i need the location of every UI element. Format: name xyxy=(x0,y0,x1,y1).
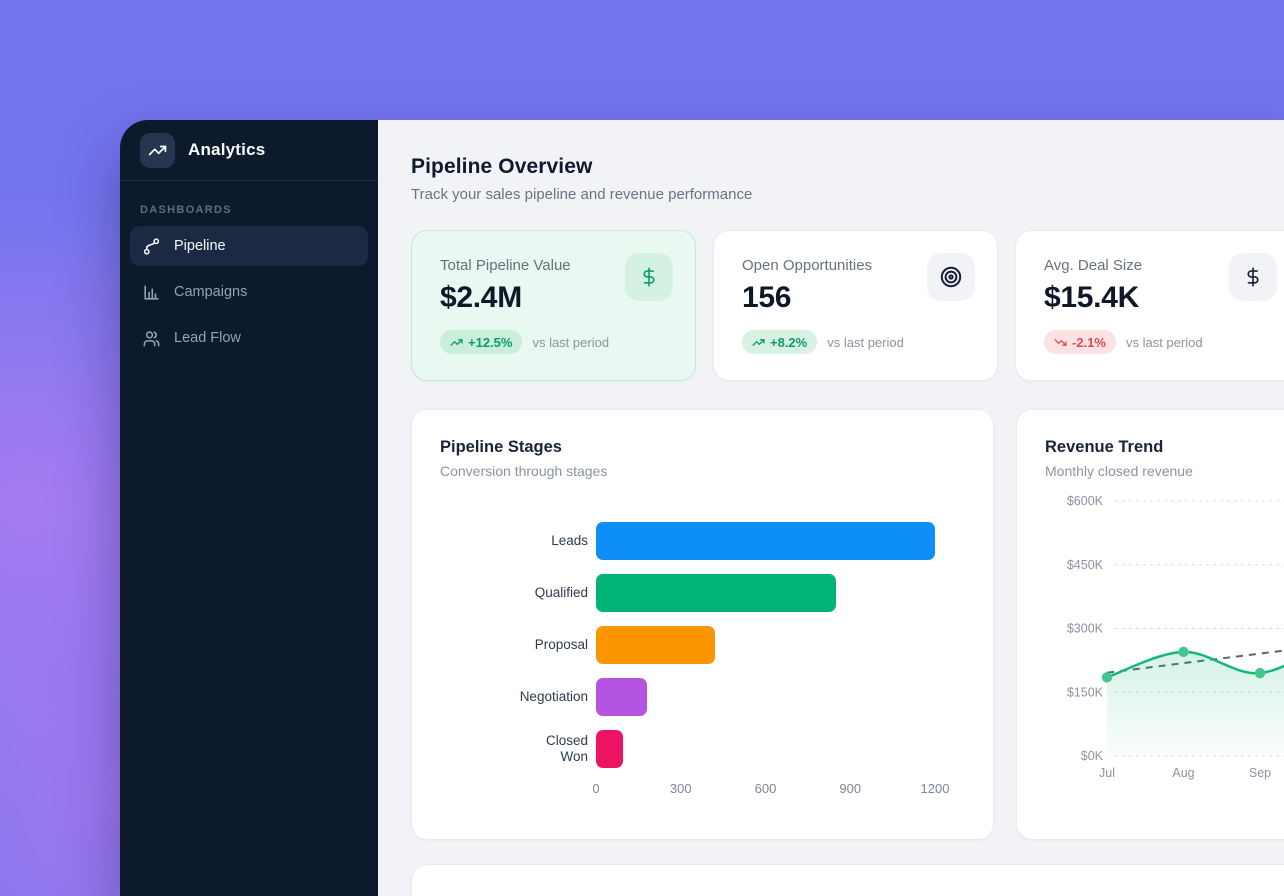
stat-label: Total Pipeline Value xyxy=(440,257,571,274)
bar-axis-row: 0 300 600 900 1200 xyxy=(440,781,965,799)
bar-row: Closed Won xyxy=(440,730,965,768)
x-tick-label: 900 xyxy=(839,781,862,796)
sidebar-item-campaigns[interactable]: Campaigns xyxy=(130,272,368,312)
stat-label: Avg. Deal Size xyxy=(1044,257,1143,274)
divider xyxy=(120,180,378,181)
sidebar-nav: Pipeline Campaigns Lead Flow xyxy=(120,226,378,358)
sidebar-item-lead-flow[interactable]: Lead Flow xyxy=(130,318,368,358)
bar xyxy=(596,522,935,560)
data-point xyxy=(1101,672,1113,683)
app-window: Analytics DASHBOARDS Pipeline Campaigns … xyxy=(120,120,1284,896)
sidebar: Analytics DASHBOARDS Pipeline Campaigns … xyxy=(120,120,378,896)
delta-row: +8.2% vs last period xyxy=(742,330,969,354)
pipeline-stages-bar-chart: Leads Qualified Proposal Negotiation Closed … xyxy=(440,522,965,799)
bottom-card-partial xyxy=(411,864,1284,896)
revenue-area xyxy=(1107,651,1284,756)
trend-down-icon xyxy=(1054,338,1067,346)
compare-text: vs last period xyxy=(827,334,904,350)
bar-chart-icon xyxy=(144,284,159,300)
main-content: Pipeline Overview Track your sales pipel… xyxy=(378,120,1284,896)
y-tick-label: $300K xyxy=(1067,622,1104,636)
delta-badge: -2.1% xyxy=(1044,330,1116,354)
chart-title: Revenue Trend xyxy=(1045,438,1164,456)
stat-label: Open Opportunities xyxy=(742,257,873,274)
sidebar-item-label: Campaigns xyxy=(174,284,248,300)
bar xyxy=(596,626,715,664)
bar-row: Leads xyxy=(440,522,965,560)
sidebar-item-label: Lead Flow xyxy=(174,330,241,346)
pipeline-stages-card: Pipeline Stages Conversion through stage… xyxy=(411,409,994,840)
stat-value: $15.4K xyxy=(1044,281,1139,314)
y-tick-label: $450K xyxy=(1067,558,1104,572)
bar-category-label: Leads xyxy=(551,532,588,548)
bar-track xyxy=(596,678,935,716)
trend-up-icon xyxy=(752,338,765,346)
target-icon xyxy=(927,253,975,301)
x-axis: 0 300 600 900 1200 xyxy=(592,781,949,799)
stat-card-total-pipeline-value: Total Pipeline Value $2.4M +12.5% vs las… xyxy=(411,230,696,381)
revenue-trend-card: Revenue Trend Monthly closed revenue $0K… xyxy=(1016,409,1284,840)
bar-track xyxy=(596,626,935,664)
bar xyxy=(596,678,647,716)
bar-row: Proposal xyxy=(440,626,965,664)
stat-card-open-opportunities: Open Opportunities 156 +8.2% vs last per… xyxy=(713,230,998,381)
y-tick-label: $150K xyxy=(1067,685,1104,699)
delta-badge: +12.5% xyxy=(440,330,523,354)
bar-category-label: Negotiation xyxy=(519,688,588,704)
delta-row: +12.5% vs last period xyxy=(440,330,667,354)
bar-category-label: Proposal xyxy=(534,636,588,652)
compare-text: vs last period xyxy=(1125,334,1203,350)
bar-track xyxy=(596,522,935,560)
users-icon xyxy=(143,330,160,346)
bar-category-label: Closed Won xyxy=(545,732,588,764)
y-tick-label: $0K xyxy=(1081,749,1104,763)
delta-row: -2.1% vs last period xyxy=(1044,330,1271,354)
delta-badge: +8.2% xyxy=(742,330,818,354)
brand-header: Analytics xyxy=(120,120,378,180)
revenue-line xyxy=(1105,650,1284,679)
stat-value: $2.4M xyxy=(440,281,522,314)
data-point xyxy=(1254,667,1266,679)
charts-row: Pipeline Stages Conversion through stage… xyxy=(411,409,1284,840)
stat-value: 156 xyxy=(742,281,792,314)
route-icon xyxy=(143,237,160,255)
sidebar-item-pipeline[interactable]: Pipeline xyxy=(130,226,368,266)
chart-subtitle: Conversion through stages xyxy=(440,463,608,479)
chart-subtitle: Monthly closed revenue xyxy=(1045,463,1193,479)
bar-track xyxy=(596,574,935,612)
data-point xyxy=(1178,646,1189,658)
trend-up-icon xyxy=(450,338,463,346)
bar xyxy=(596,574,837,612)
revenue-trend-line-chart: $0K $150K $300K $450K $600K Jul Aug Sep xyxy=(1045,489,1284,791)
x-tick-label: 600 xyxy=(754,781,777,796)
app-logo xyxy=(140,132,175,168)
sidebar-item-label: Pipeline xyxy=(174,238,226,254)
dollar-icon xyxy=(1229,253,1277,301)
trending-up-icon xyxy=(148,145,167,155)
page-title: Pipeline Overview xyxy=(411,155,593,178)
x-tick-label: Jul xyxy=(1099,766,1115,780)
dollar-icon xyxy=(625,253,673,301)
bar-category-label: Qualified xyxy=(534,584,588,600)
page-subtitle: Track your sales pipeline and revenue pe… xyxy=(411,186,753,203)
x-tick-label: 1200 xyxy=(920,781,950,796)
stat-cards-row: Total Pipeline Value $2.4M +12.5% vs las… xyxy=(411,230,1284,381)
bar xyxy=(596,730,623,768)
stat-card-avg-deal-size: Avg. Deal Size $15.4K -2.1% vs last peri… xyxy=(1015,230,1284,381)
chart-title: Pipeline Stages xyxy=(440,438,562,456)
x-tick-label: 300 xyxy=(669,781,692,796)
sidebar-section-label: DASHBOARDS xyxy=(140,204,232,216)
compare-text: vs last period xyxy=(532,334,610,350)
bar-track xyxy=(596,730,935,768)
x-tick-label: Sep xyxy=(1249,766,1271,780)
bar-row: Qualified xyxy=(440,574,965,612)
x-tick-label: 0 xyxy=(592,781,600,796)
app-title: Analytics xyxy=(188,140,266,159)
x-tick-label: Aug xyxy=(1172,766,1194,780)
y-tick-label: $600K xyxy=(1067,494,1104,508)
bar-row: Negotiation xyxy=(440,678,965,716)
